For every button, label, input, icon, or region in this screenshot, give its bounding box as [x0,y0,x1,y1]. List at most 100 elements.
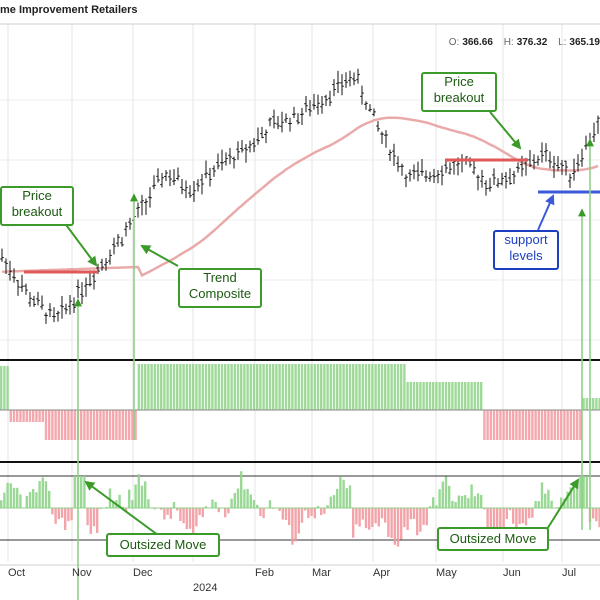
trend-composite-bar [268,364,272,410]
ohlc-bar [228,147,232,165]
ohlc-bar [492,168,496,185]
ohlc-bar [172,169,176,186]
momentum-bar [348,485,352,508]
sma-line [1,116,599,278]
ohlc-bar [336,70,340,94]
momentum-bar [569,487,572,508]
momentum-bar [457,495,460,508]
outsized-move-right-callout: Outsized Move [437,527,549,551]
support-levels-callout: support levels [493,230,559,270]
ohlc-bar [484,180,488,196]
ohlc-bar [372,108,376,117]
trend-composite-bar [105,410,108,440]
ohlc-bars [0,68,600,324]
momentum-bar [576,480,579,508]
momentum-bar [384,508,387,523]
ohlc-bar [532,154,536,170]
trend-composite-bar [361,364,364,410]
ohlc-bar [244,143,248,163]
ohlc-bar [400,163,404,176]
momentum-bar [473,496,476,508]
momentum-bar [441,481,444,508]
momentum-bar [387,508,390,537]
momentum-bar [518,508,521,524]
momentum-bar [467,498,470,508]
momentum-bar [70,508,73,521]
trend-composite-histogram [0,364,600,440]
trend-composite-bar [233,364,236,410]
ohlc-bar [72,297,76,313]
trend-composite-bar [304,364,307,410]
ohlc-bar [20,274,24,292]
ohlc-bar [424,170,428,182]
ohlc-bar [224,152,228,166]
ohlc-bar [440,165,444,186]
momentum-bar [444,476,448,508]
annotation-arrow [537,194,555,231]
trend-composite-bar [496,410,499,440]
momentum-bar [73,476,76,508]
trend-composite-bar [585,398,588,410]
trend-composite-bar [217,364,220,410]
trend-composite-bar [182,364,185,410]
momentum-bar [35,492,38,508]
ohlc-bar [8,260,12,281]
ohlc-bar [384,130,388,148]
ohlc-bar [316,94,320,115]
ohlc-bar [408,169,412,182]
price-breakout-left-callout: Price breakout [0,186,74,226]
momentum-bar [118,494,121,508]
trend-composite-bar [249,364,252,410]
x-tick-label: Feb [255,567,274,579]
annotation-arrow [84,480,163,539]
trend-composite-bar [25,410,28,422]
momentum-bar [310,508,313,516]
momentum-bar [547,489,550,508]
x-tick-label: Apr [373,567,390,579]
momentum-bar [83,476,86,508]
ohlc-bar [104,258,108,271]
trend-composite-bar [278,364,281,410]
trend-composite-bar [566,410,569,440]
ohlc-bar [220,149,224,171]
ohlc-bar [332,79,336,97]
trend-composite-bar [473,382,476,410]
momentum-bar [480,494,483,508]
momentum-bar [425,508,428,526]
ohlc-bar [100,258,104,271]
trend-composite-bar [176,364,179,410]
momentum-bar [188,508,192,529]
ohlc-bar [240,140,244,153]
trend-composite-bar [323,364,326,410]
ohlc-bar [272,109,276,129]
momentum-bar [80,476,83,508]
trend-composite-bar [464,382,467,410]
trend-composite-bar [67,410,70,440]
momentum-bar [416,508,419,536]
momentum-bar [377,508,380,527]
trend-composite-bar [348,364,352,410]
trend-composite-bar [371,364,374,410]
trend-composite-bar [272,364,275,410]
trend-composite-bar [259,364,262,410]
ohlc-bar [576,154,580,172]
trend-composite-bar [144,364,147,410]
trend-composite-bar [60,410,64,440]
momentum-bar [502,508,505,530]
trend-composite-bar [416,382,419,410]
high-key: H: [503,37,514,48]
trend-composite-bar [108,410,112,440]
ohlc-bar [268,117,272,127]
trend-composite-bar [592,398,595,410]
trend-composite-bar [16,410,19,422]
momentum-bar [374,508,377,524]
ohlc-bar [540,142,544,163]
trend-composite-bar [44,410,48,440]
momentum-bar [332,495,336,508]
trend-composite-bar [528,410,531,440]
momentum-bar [515,508,518,535]
trend-composite-bar [134,410,137,440]
momentum-bar [323,508,326,514]
trend-composite-bar [6,366,9,410]
momentum-bar [153,508,156,510]
